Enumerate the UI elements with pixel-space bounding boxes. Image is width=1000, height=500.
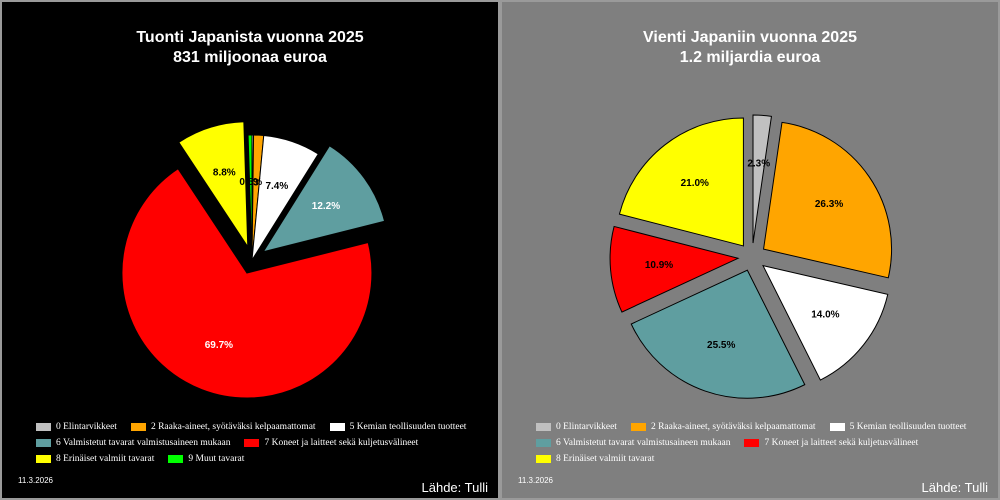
legend-row: 0 Elintarvikkeet 2 Raaka-aineet, syötäväk…: [36, 419, 496, 435]
legend-swatch: [244, 439, 260, 447]
pie-slice-value-label: 2.3%: [747, 159, 770, 170]
legend-swatch: [829, 423, 845, 431]
legend-item-2-raaka-aineet-sy-t-v-ksi-kelpaamattomat: 2 Raaka-aineet, syötäväksi kelpaamattoma…: [630, 422, 816, 432]
import-chart-title: Tuonti Japanista vuonna 2025 831 miljoon…: [2, 28, 498, 68]
pie-slice-2-raaka-aineet-sy-t-v-ksi-kelpaamattomat: [762, 121, 893, 279]
legend-swatch: [36, 423, 51, 431]
export-chart-title-line2: 1.2 miljardia euroa: [679, 49, 821, 66]
legend-item-8-erin-iset-valmiit-tavarat: 8 Erinäiset valmiit tavarat: [536, 454, 654, 464]
pie-slice-value-label: 69.7%: [205, 340, 233, 351]
pie-slice-value-label: 12.2%: [312, 201, 340, 212]
legend-row: 8 Erinäiset valmiit tavarat 9 Muut tavara…: [36, 451, 496, 467]
legend-label: 5 Kemian teollisuuden tuotteet: [349, 422, 467, 432]
legend-item-8-erin-iset-valmiit-tavarat: 8 Erinäiset valmiit tavarat: [36, 454, 154, 464]
legend-swatch: [130, 423, 146, 431]
legend-label: 5 Kemian teollisuuden tuotteet: [849, 422, 967, 432]
pie-slice-7-koneet-ja-laitteet-sek-kuljetusv-lineet: [609, 225, 740, 313]
legend-swatch: [36, 455, 51, 463]
pie-slice-value-label: 26.3%: [815, 199, 843, 210]
export-chart-date: 11.3.2026: [518, 476, 553, 485]
pie-slice-7-koneet-ja-laitteet-sek-kuljetusv-lineet: [121, 168, 373, 399]
pie-slice-9-muut-tavarat: [247, 134, 253, 261]
pie-slice-8-erin-iset-valmiit-tavarat: [618, 117, 744, 247]
legend-swatch: [744, 439, 760, 447]
legend-item-9-muut-tavarat: 9 Muut tavarat: [168, 454, 244, 464]
legend-item-6-valmistetut-tavarat-valmistusaineen-mukaan: 6 Valmistetut tavarat valmistusaineen mu…: [536, 438, 730, 448]
legend-swatch: [168, 455, 184, 463]
import-chart-source: Lähde: Tulli: [421, 480, 489, 495]
legend-row: 0 Elintarvikkeet 2 Raaka-aineet, syötäväk…: [536, 419, 996, 435]
pie-slice-8-erin-iset-valmiit-tavarat: [178, 121, 249, 249]
pie-slice-6-valmistetut-tavarat-valmistusaineen-mukaan: [630, 269, 806, 399]
legend-item-7-koneet-ja-laitteet-sek-kuljetusv-lineet: 7 Koneet ja laitteet sekä kuljetusväline…: [744, 438, 918, 448]
pie-slice-0-elintarvikkeet: [752, 114, 773, 244]
pie-slice-value-label: 1.3%: [245, 177, 268, 188]
legend-item-5-kemian-teollisuuden-tuotteet: 5 Kemian teollisuuden tuotteet: [329, 422, 467, 432]
legend-swatch: [536, 423, 551, 431]
legend-label: 6 Valmistetut tavarat valmistusaineen mu…: [56, 438, 231, 448]
legend-label: 2 Raaka-aineet, syötäväksi kelpaamattoma…: [150, 422, 316, 432]
export-pie-chart: 2.3% 26.3% 14.0% 25.5% 10.9% 21.0%: [609, 114, 893, 399]
pie-slice-5-kemian-teollisuuden-tuotteet: [251, 135, 319, 261]
export-chart-title: Vienti Japaniin vuonna 2025 1.2 miljardi…: [502, 28, 998, 68]
pie-slice-value-label: 14.0%: [811, 309, 839, 320]
pie-slice-6-valmistetut-tavarat-valmistusaineen-mukaan: [262, 145, 386, 253]
legend-label: 7 Koneet ja laitteet sekä kuljetusväline…: [264, 438, 419, 448]
legend-row: 8 Erinäiset valmiit tavarat: [536, 451, 996, 467]
legend-label: 9 Muut tavarat: [188, 454, 245, 464]
import-chart-legend: 0 Elintarvikkeet 2 Raaka-aineet, syötäväk…: [36, 419, 496, 467]
legend-label: 0 Elintarvikkeet: [56, 422, 117, 432]
legend-swatch: [36, 439, 51, 447]
export-chart-title-line1: Vienti Japaniin vuonna 2025: [643, 29, 857, 46]
pie-slice-5-kemian-teollisuuden-tuotteet: [762, 264, 889, 381]
export-chart-legend: 0 Elintarvikkeet 2 Raaka-aineet, syötäväk…: [536, 419, 996, 467]
import-chart-title-line2: 831 miljoonaa euroa: [173, 49, 327, 66]
legend-label: 7 Koneet ja laitteet sekä kuljetusväline…: [764, 438, 919, 448]
pie-slice-value-label: 8.8%: [213, 167, 236, 178]
legend-row: 6 Valmistetut tavarat valmistusaineen mu…: [536, 435, 996, 451]
legend-item-6-valmistetut-tavarat-valmistusaineen-mukaan: 6 Valmistetut tavarat valmistusaineen mu…: [36, 438, 230, 448]
export-chart-source: Lähde: Tulli: [921, 480, 989, 495]
legend-item-5-kemian-teollisuuden-tuotteet: 5 Kemian teollisuuden tuotteet: [829, 422, 967, 432]
pie-slice-value-label: 21.0%: [681, 178, 709, 189]
legend-label: 6 Valmistetut tavarat valmistusaineen mu…: [556, 438, 731, 448]
import-chart-date: 11.3.2026: [18, 476, 53, 485]
pie-slice-value-label: 0.5%: [239, 177, 262, 188]
legend-item-0-elintarvikkeet: 0 Elintarvikkeet: [536, 422, 617, 432]
import-pie-chart: 1.3%7.4% 12.2% 69.7% 8.8%0.5%: [121, 121, 386, 399]
pie-slice-value-label: 7.4%: [265, 181, 288, 192]
legend-item-7-koneet-ja-laitteet-sek-kuljetusv-lineet: 7 Koneet ja laitteet sekä kuljetusväline…: [244, 438, 418, 448]
legend-label: 2 Raaka-aineet, syötäväksi kelpaamattoma…: [650, 422, 816, 432]
legend-row: 6 Valmistetut tavarat valmistusaineen mu…: [36, 435, 496, 451]
legend-item-2-raaka-aineet-sy-t-v-ksi-kelpaamattomat: 2 Raaka-aineet, syötäväksi kelpaamattoma…: [130, 422, 316, 432]
legend-swatch: [630, 423, 646, 431]
import-chart-title-line1: Tuonti Japanista vuonna 2025: [136, 29, 364, 46]
export-chart-panel: Vienti Japaniin vuonna 2025 1.2 miljardi…: [500, 0, 1000, 500]
legend-swatch: [329, 423, 345, 431]
legend-label: 8 Erinäiset valmiit tavarat: [56, 454, 155, 464]
legend-swatch: [536, 455, 551, 463]
pie-slice-value-label: 25.5%: [707, 340, 735, 351]
import-chart-panel: Tuonti Japanista vuonna 2025 831 miljoon…: [0, 0, 500, 500]
legend-label: 0 Elintarvikkeet: [556, 422, 617, 432]
legend-label: 8 Erinäiset valmiit tavarat: [556, 454, 655, 464]
pie-slice-value-label: 10.9%: [645, 260, 673, 271]
legend-item-0-elintarvikkeet: 0 Elintarvikkeet: [36, 422, 117, 432]
legend-swatch: [536, 439, 551, 447]
